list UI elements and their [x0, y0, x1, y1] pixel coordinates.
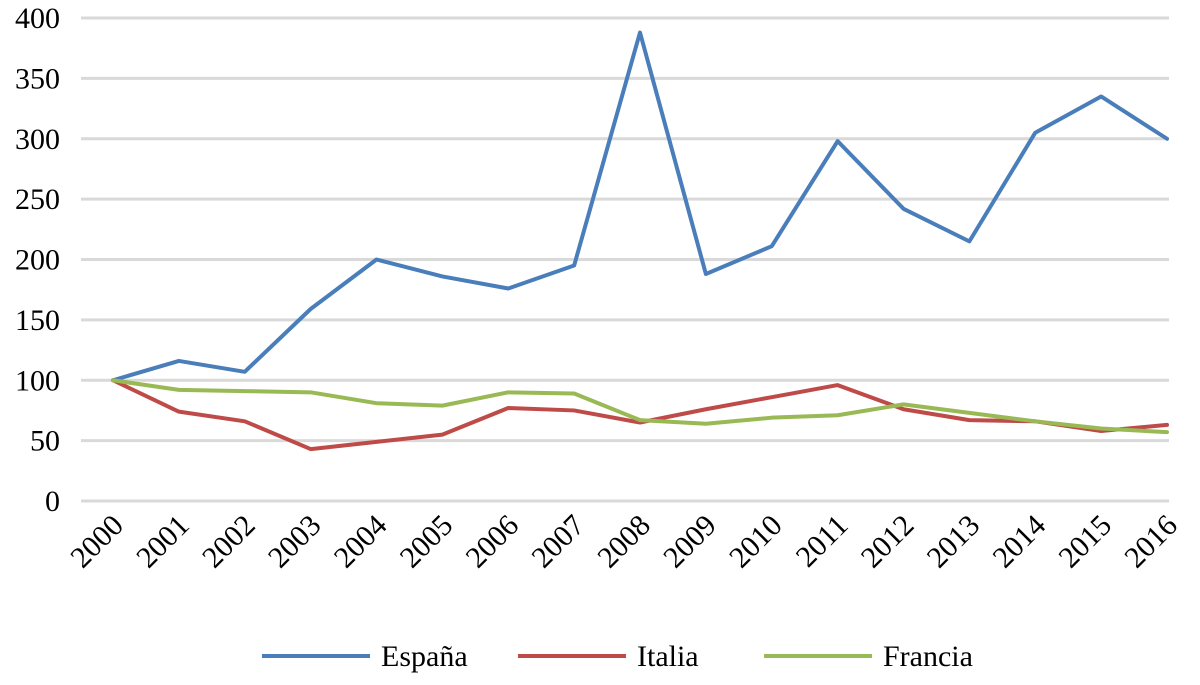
y-tick-label: 350: [15, 62, 60, 95]
y-tick-label: 300: [15, 123, 60, 156]
y-tick-label: 150: [15, 304, 60, 337]
x-tick-label: 2000: [64, 509, 130, 575]
legend-label: Francia: [883, 640, 973, 673]
x-tick-label: 2010: [723, 509, 789, 575]
x-tick-label: 2008: [591, 509, 657, 575]
y-axis-tick-labels: 0 50 100 150 200 250 300 350 400: [15, 2, 60, 518]
x-tick-label: 2009: [657, 509, 723, 575]
x-tick-label: 2014: [986, 509, 1052, 575]
legend: España Italia Francia: [262, 640, 973, 673]
series-line-3: [111, 378, 1169, 435]
y-tick-label: 100: [15, 364, 60, 397]
x-tick-label: 2006: [459, 509, 525, 575]
x-tick-label: 2003: [262, 509, 328, 575]
x-tick-label: 2016: [1118, 509, 1184, 575]
x-tick-label: 2007: [525, 509, 591, 575]
x-tick-label: 2013: [921, 509, 987, 575]
y-tick-label: 250: [15, 183, 60, 216]
x-tick-label: 2004: [328, 509, 394, 575]
x-tick-label: 2011: [790, 509, 855, 574]
x-tick-label: 2002: [196, 509, 262, 575]
y-tick-label: 0: [45, 485, 60, 518]
y-tick-label: 50: [30, 425, 60, 458]
gridlines: [81, 16, 1169, 503]
x-tick-label: 2001: [130, 509, 196, 575]
y-tick-label: 200: [15, 244, 60, 277]
x-tick-label: 2005: [394, 509, 460, 575]
legend-label: España: [381, 640, 468, 673]
legend-label: Italia: [637, 640, 699, 673]
x-tick-label: 2015: [1052, 509, 1118, 575]
series-line-2: [111, 378, 1169, 452]
x-axis-tick-labels: 2000 2001 2002 2003 2004 2005 2006 2007 2008 2009…: [64, 509, 1184, 575]
x-tick-label: 2012: [855, 509, 921, 575]
series-lines: [111, 30, 1169, 452]
y-tick-label: 400: [15, 2, 60, 35]
series-line-1: [111, 30, 1169, 383]
